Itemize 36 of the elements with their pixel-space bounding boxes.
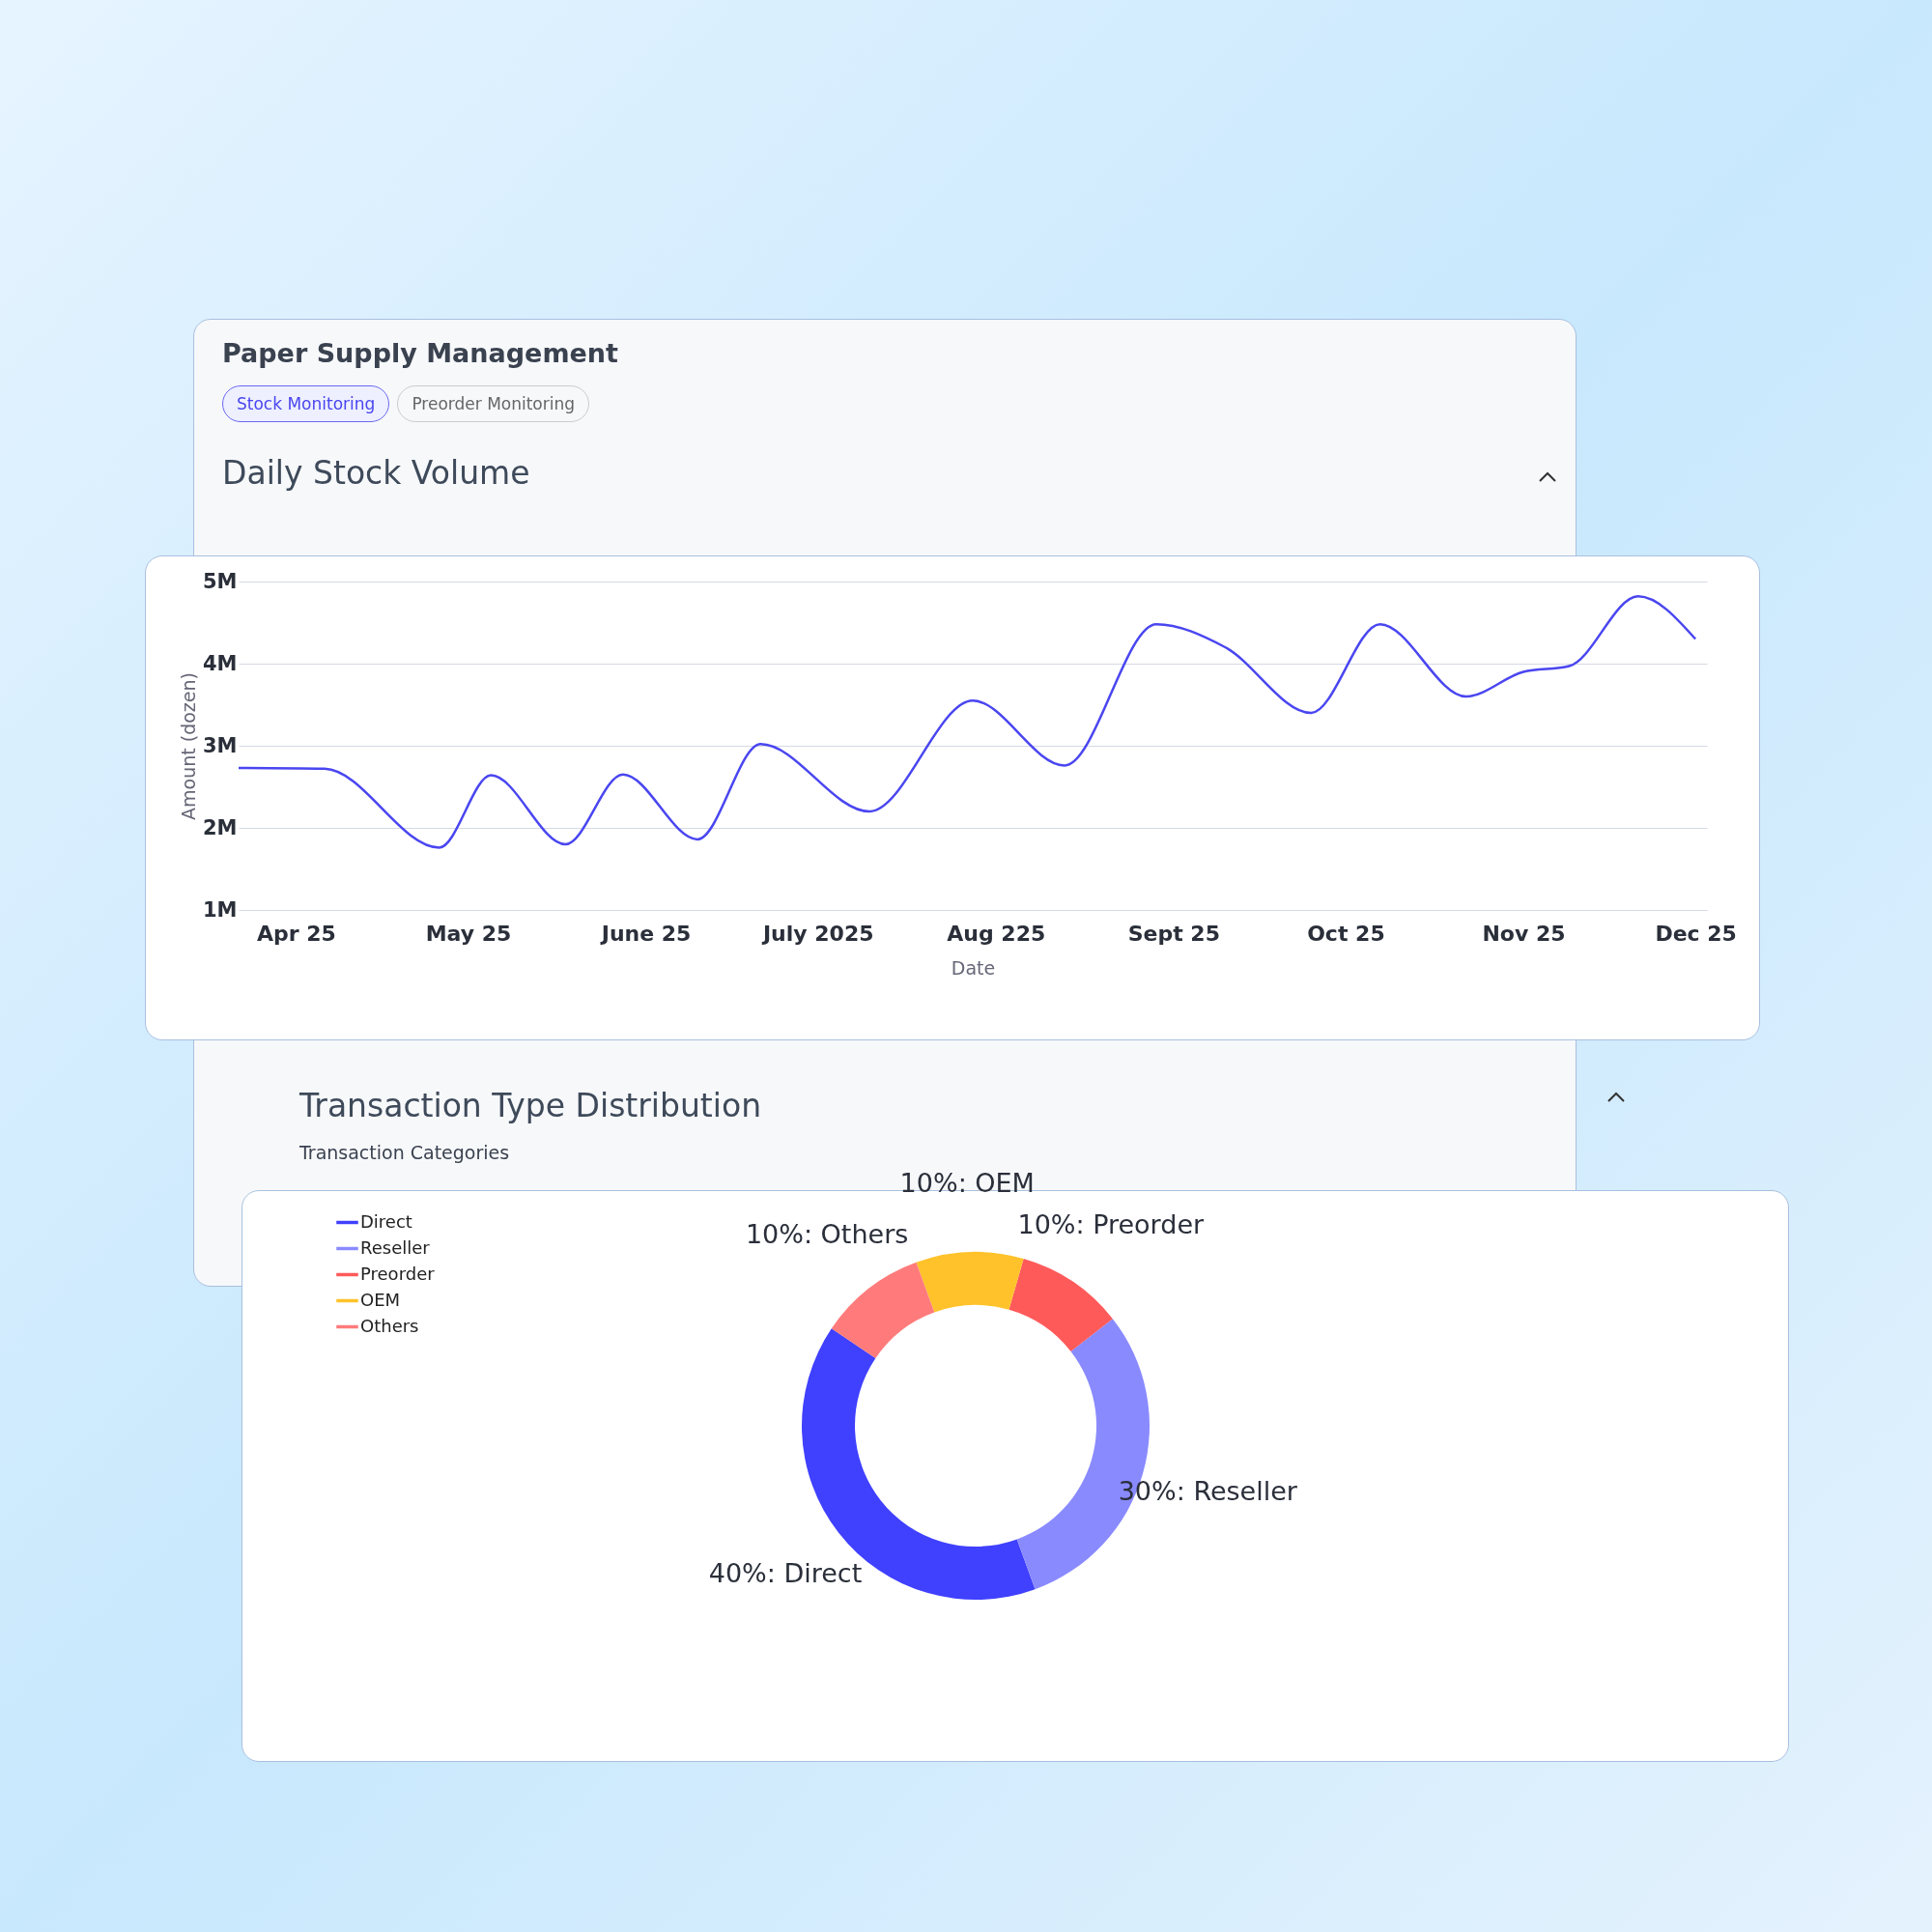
chart-subtitle: Transaction Categories	[298, 1142, 510, 1164]
x-tick-label: Dec 25	[1655, 921, 1737, 946]
x-tick-label: Aug 225	[947, 921, 1046, 946]
y-tick-label: 4M	[202, 651, 238, 675]
x-tick-label: Sept 25	[1127, 921, 1220, 946]
x-tick-label: Apr 25	[256, 921, 336, 946]
legend-label: OEM	[360, 1289, 401, 1310]
x-axis-title: Date	[951, 956, 996, 979]
y-tick-label: 1M	[202, 897, 238, 922]
x-tick-label: July 2025	[760, 921, 874, 946]
data-label: 10%: OEM	[899, 1168, 1035, 1199]
x-tick-label: June 25	[599, 921, 692, 946]
legend-label: Preorder	[360, 1263, 436, 1284]
donut-slice	[1009, 1258, 1113, 1352]
x-tick-label: Nov 25	[1482, 921, 1566, 946]
text: Preorder Monitoring	[397, 385, 590, 422]
data-label: 30%: Reseller	[1118, 1475, 1298, 1506]
donut-slice	[831, 1262, 935, 1359]
legend-label: Others	[360, 1315, 419, 1336]
y-tick-label: 5M	[202, 569, 238, 593]
x-tick-label: May 25	[425, 921, 512, 946]
donut-slice	[916, 1252, 1024, 1313]
legend-label: Reseller	[360, 1236, 431, 1258]
data-label: 40%: Direct	[708, 1557, 863, 1588]
data-label: 10%: Others	[745, 1219, 909, 1249]
y-tick-label: 2M	[202, 815, 238, 839]
text: Paper Supply Management	[222, 338, 618, 368]
legend-label: Direct	[360, 1210, 412, 1232]
text: Stock Monitoring	[222, 385, 390, 422]
x-tick-label: Oct 25	[1307, 921, 1385, 946]
y-tick-label: 3M	[202, 733, 238, 757]
y-axis-title: Amount (dozen)	[177, 672, 199, 820]
data-label: 10%: Preorder	[1017, 1208, 1205, 1239]
chart-title: Daily Stock Volume	[222, 454, 530, 492]
chart-title: Transaction Type Distribution	[298, 1087, 762, 1125]
line-series	[237, 595, 1697, 849]
